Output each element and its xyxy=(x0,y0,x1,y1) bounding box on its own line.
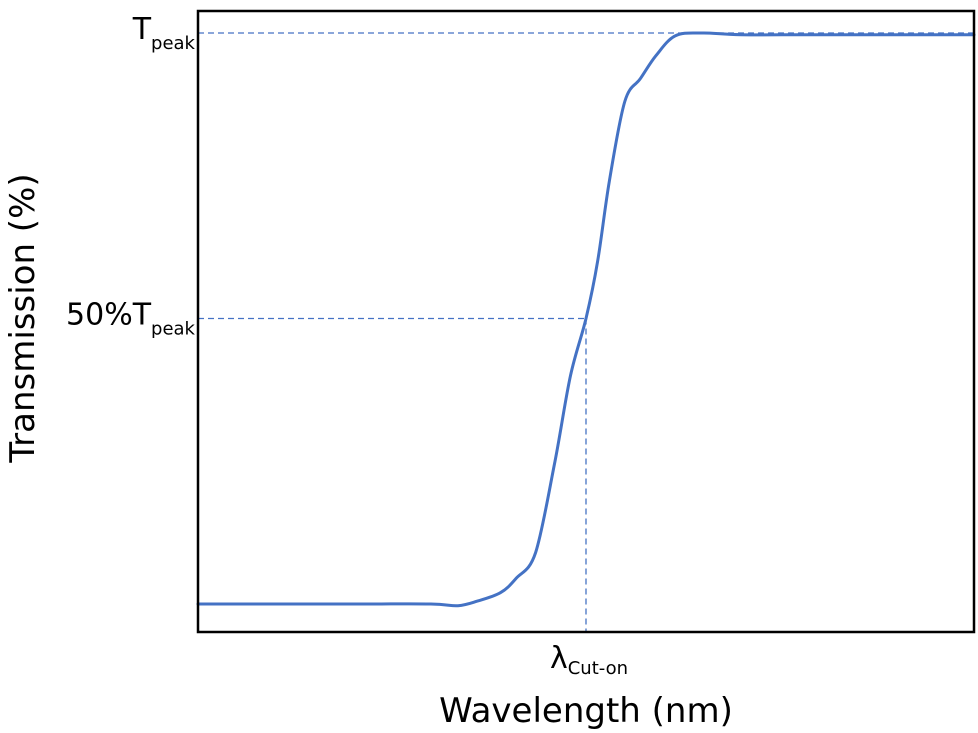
x-tick-labels: λCut-on xyxy=(550,641,628,679)
series-line-0 xyxy=(196,31,976,608)
plot-frame xyxy=(196,9,976,634)
y-tick-label-1: 50%Tpeak xyxy=(66,298,196,340)
series-layer xyxy=(196,31,976,608)
y-tick-labels: Tpeak 50%Tpeak xyxy=(66,12,196,340)
y-tick-label-0: Tpeak xyxy=(132,12,196,54)
x-tick-label-0: λCut-on xyxy=(550,641,628,679)
y-axis-title: Transmission (%) xyxy=(3,173,43,463)
reference-lines xyxy=(198,32,974,632)
x-axis-title: Wavelength (nm) xyxy=(439,691,733,731)
